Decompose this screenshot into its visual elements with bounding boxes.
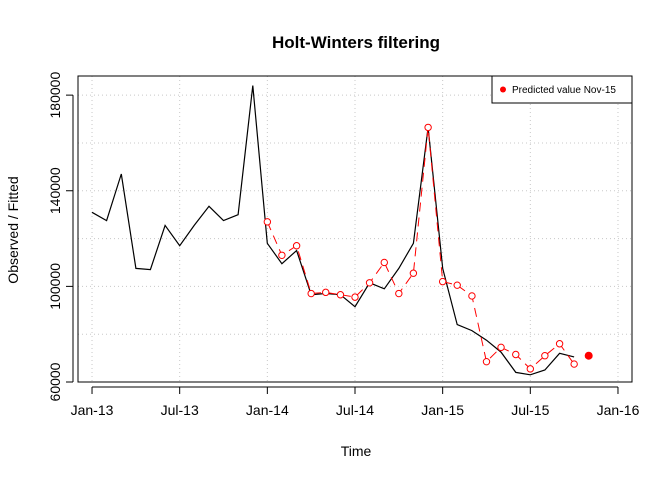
fitted-point <box>380 258 388 267</box>
y-tick-label: 60000 <box>47 362 63 401</box>
fitted-point <box>322 288 330 297</box>
fitted-point <box>336 291 345 299</box>
x-tick-label: Jan-14 <box>246 402 289 418</box>
fitted-point <box>278 251 286 259</box>
fitted-point <box>468 292 476 300</box>
fitted-point <box>263 218 272 226</box>
y-axis-label: Observed / Fitted <box>5 176 21 283</box>
fitted-series <box>263 123 578 373</box>
fitted-point <box>497 343 505 352</box>
fitted-point <box>512 350 520 359</box>
observed-line <box>91 85 575 376</box>
fitted-point <box>395 289 403 298</box>
legend-predicted-label: Predicted value Nov-15 <box>512 85 616 96</box>
x-tick-label: Jul-13 <box>161 402 199 418</box>
fitted-point <box>365 279 374 287</box>
y-tick-label: 180000 <box>47 72 63 119</box>
fitted-point <box>292 242 301 250</box>
x-tick-label: Jul-15 <box>511 402 549 418</box>
x-axis-label: Time <box>341 443 372 459</box>
fitted-point <box>526 365 535 373</box>
x-tick-label: Jan-13 <box>71 402 114 418</box>
grid-lines <box>78 76 632 383</box>
fitted-line <box>266 127 575 370</box>
legend: Predicted value Nov-15 <box>491 75 633 104</box>
fitted-point <box>351 293 359 301</box>
fitted-point <box>482 357 491 366</box>
legend-predicted-marker <box>500 86 506 93</box>
y-tick-label: 100000 <box>47 263 63 310</box>
fitted-point <box>438 277 447 286</box>
fitted-point <box>541 352 549 360</box>
x-tick-label: Jan-16 <box>597 402 640 418</box>
chart-title: Holt-Winters filtering <box>272 33 440 52</box>
legend-box <box>491 75 633 104</box>
fitted-point <box>555 340 564 348</box>
fitted-point <box>570 360 578 368</box>
plot-frame <box>77 75 633 383</box>
x-tick-label: Jul-14 <box>336 402 374 418</box>
y-tick-label: 140000 <box>47 167 63 214</box>
x-tick-label: Jan-15 <box>421 402 464 418</box>
predicted-point <box>584 351 593 360</box>
axes: Jan-13 Jul-13 Jan-14 Jul-14 Jan-15 Jul-15 Jan-… <box>47 72 640 418</box>
predicted-point-group <box>584 351 593 360</box>
fitted-point <box>307 289 315 298</box>
fitted-point <box>424 123 432 132</box>
fitted-point <box>409 269 418 277</box>
fitted-point <box>453 281 461 289</box>
observed-series <box>91 85 575 376</box>
